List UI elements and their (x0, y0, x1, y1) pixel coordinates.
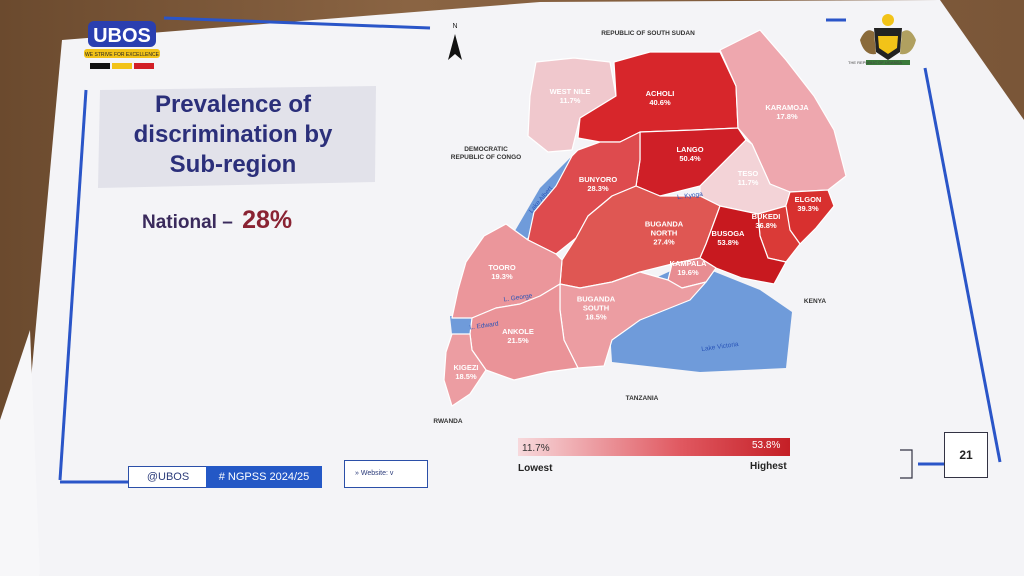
region-label-bukedi: BUKEDI 36.8% (751, 212, 781, 230)
region-label-acholi: ACHOLI 40.6% (645, 89, 675, 107)
footer-handle: @UBOS (128, 466, 208, 488)
footer-website: » Website: v (344, 460, 428, 488)
legend-low-label: Lowest (518, 463, 553, 474)
legend-color-scale (518, 438, 790, 456)
title-line-1: Prevalence of (154, 91, 312, 118)
label-tanzania: TANZANIA (625, 395, 659, 402)
coat-of-arms-caption: THE REPUBLIC OF UGANDA (848, 60, 903, 65)
label-south-sudan: REPUBLIC OF SOUTH SUDAN (601, 30, 695, 37)
north-arrow-icon: N (448, 23, 462, 60)
label-rwanda: RWANDA (433, 418, 463, 425)
svg-text:UBOS: UBOS (93, 25, 151, 47)
region-label-west-nile: WEST NILE 11.7% (549, 87, 591, 105)
region-label-buganda-north: BUGANDA NORTH 27.4% (644, 219, 684, 247)
legend-min-value: 11.7% (522, 443, 550, 454)
title-line-3: Sub-region (169, 151, 297, 178)
region-label-buganda-south: BUGANDA SOUTH 18.5% (576, 294, 616, 322)
lake-edward-shape (450, 316, 472, 334)
slide-title: Prevalence of discrimination by Sub-regi… (108, 90, 358, 180)
legend-max-value: 53.8% (752, 440, 781, 451)
svg-text:WE STRIVE FOR EXCELLENCE: WE STRIVE FOR EXCELLENCE (85, 52, 160, 58)
coat-of-arms-emblem (860, 14, 916, 65)
footer-hashtag: # NGPSS 2024/25 (206, 466, 322, 488)
national-label: National – (142, 212, 239, 233)
title-line-2: discrimination by (133, 121, 333, 148)
region-label-lango: LANGO 50.4% (676, 145, 704, 163)
region-west-nile (527, 57, 617, 153)
region-label-ankole: ANKOLE 21.5% (502, 327, 534, 345)
page-number: 21 (944, 432, 988, 478)
label-drc: DEMOCRATIC REPUBLIC OF CONGO (451, 146, 521, 162)
svg-text:N: N (452, 23, 457, 30)
label-drc-line-1: DEMOCRATIC (464, 146, 508, 153)
label-kenya: KENYA (803, 298, 827, 305)
national-value: 28% (242, 206, 293, 234)
region-label-kigezi: KIGEZI 18.5% (453, 363, 479, 381)
region-label-bunyoro: BUNYORO 28.3% (578, 175, 618, 193)
region-busoga (699, 205, 787, 285)
label-drc-line-2: REPUBLIC OF CONGO (450, 154, 522, 161)
region-label-busoga: BUSOGA 53.8% (711, 229, 745, 247)
national-prevalence: National – 28% (142, 206, 292, 235)
region-label-teso: TESO 11.7% (737, 169, 759, 187)
region-label-karamoja: KARAMOJA 17.8% (765, 103, 809, 121)
region-label-tooro: TOORO 19.3% (488, 263, 516, 281)
legend-high-label: Highest (750, 461, 787, 472)
ubos-logo: UBOS WE STRIVE FOR EXCELLENCE (84, 21, 160, 69)
region-label-elgon: ELGON 39.3% (794, 195, 822, 213)
region-buganda-north (559, 185, 721, 289)
region-kigezi (443, 333, 487, 407)
region-label-kampala: KAMPALA 19.6% (669, 259, 707, 277)
